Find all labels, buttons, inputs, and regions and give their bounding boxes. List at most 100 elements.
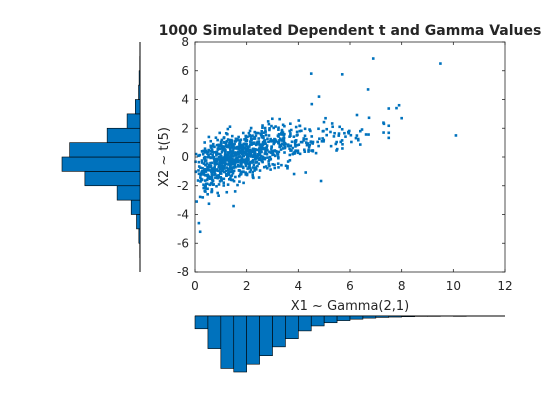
x-histogram-bars xyxy=(194,315,467,373)
scatter-point xyxy=(244,137,248,141)
scatter-point xyxy=(248,133,251,137)
scatter-point xyxy=(203,141,206,144)
y-histogram-bar xyxy=(106,127,141,143)
scatter-point xyxy=(252,142,255,146)
scatter-point xyxy=(208,183,212,186)
scatter-point xyxy=(247,145,250,149)
x-histogram-bar xyxy=(336,315,351,321)
scatter-point xyxy=(210,148,214,152)
scatter-point xyxy=(270,145,273,149)
scatter-point xyxy=(233,140,237,143)
scatter-point xyxy=(230,162,234,166)
scatter-point xyxy=(261,157,265,161)
scatter-point xyxy=(220,150,224,154)
scatter-point xyxy=(204,163,207,167)
scatter-point xyxy=(202,173,205,176)
y-tick-label: 0 xyxy=(181,150,189,164)
scatter-point xyxy=(325,133,328,137)
scatter-point xyxy=(204,159,208,162)
scatter-point xyxy=(210,173,214,177)
scatter-point xyxy=(223,167,226,170)
scatter-point xyxy=(238,159,241,162)
y-histogram-bar xyxy=(126,113,141,129)
scatter-point xyxy=(241,131,245,135)
scatter-point xyxy=(228,170,231,174)
scatter-point xyxy=(246,167,249,170)
scatter-point xyxy=(279,148,283,151)
scatter-point xyxy=(219,159,223,162)
scatter-point xyxy=(218,167,222,171)
scatter-point xyxy=(293,142,297,146)
scatter-point xyxy=(211,142,215,146)
scatter-point xyxy=(250,143,253,146)
scatter-point xyxy=(267,160,270,163)
scatter-point xyxy=(322,140,325,143)
scatter-point xyxy=(278,143,282,147)
scatter-point xyxy=(264,165,268,168)
y-histogram-bar xyxy=(138,228,141,244)
scatter-point xyxy=(263,152,267,155)
scatter-point xyxy=(289,132,292,135)
scatter-point xyxy=(355,113,359,117)
scatter-point xyxy=(286,165,289,168)
scatter-point xyxy=(249,137,253,141)
scatter-point xyxy=(201,166,204,170)
scatter-point xyxy=(272,126,276,130)
scatter-point xyxy=(245,142,248,146)
scatter-point xyxy=(283,145,287,149)
scatter-point xyxy=(209,156,212,160)
scatter-point xyxy=(223,157,227,161)
scatter-point xyxy=(439,62,442,65)
scatter-point xyxy=(249,135,253,138)
x-tick-label: 0 xyxy=(191,279,199,293)
scatter-point xyxy=(339,140,343,144)
scatter-point xyxy=(255,154,258,158)
scatter-point xyxy=(307,150,310,153)
scatter-point xyxy=(237,155,241,159)
scatter-point xyxy=(261,124,264,127)
scatter-point xyxy=(267,158,271,162)
scatter-point xyxy=(272,142,276,146)
scatter-point xyxy=(206,187,209,191)
scatter-point xyxy=(204,179,207,182)
scatter-point xyxy=(207,154,210,157)
scatter-point xyxy=(205,168,208,172)
x-histogram-bar xyxy=(349,315,364,320)
scatter-point xyxy=(235,156,239,159)
scatter-point xyxy=(288,153,292,157)
scatter-point xyxy=(210,172,214,176)
scatter-point xyxy=(267,134,271,137)
scatter-point xyxy=(220,177,223,180)
scatter-point xyxy=(367,116,371,120)
scatter-point xyxy=(236,160,240,164)
scatter-point xyxy=(228,151,232,154)
scatter-point xyxy=(197,160,201,164)
scatter-point xyxy=(271,139,275,142)
scatter-point xyxy=(206,192,209,196)
scatter-point xyxy=(305,143,309,147)
scatter-point xyxy=(253,130,257,134)
scatter-point xyxy=(260,159,264,163)
y-ticks: -8 -6 -4 -2 0 2 4 6 8 xyxy=(177,35,505,279)
scatter-point xyxy=(208,177,212,180)
scatter-point xyxy=(204,182,208,186)
scatter-point xyxy=(278,145,281,149)
scatter-point xyxy=(283,151,286,154)
scatter-point xyxy=(215,153,218,157)
scatter-point xyxy=(400,116,403,120)
x-histogram-bar xyxy=(285,315,299,339)
scatter-point xyxy=(194,170,198,174)
scatter-point xyxy=(223,155,226,159)
scatter-point xyxy=(317,144,320,148)
scatter-point xyxy=(227,177,231,181)
y-histogram-bar xyxy=(138,84,141,100)
scatter-point xyxy=(252,163,256,167)
scatter-point xyxy=(218,147,222,151)
scatter-point xyxy=(248,161,252,165)
scatter-point xyxy=(207,168,211,172)
scatter-point xyxy=(206,165,210,168)
scatter-point xyxy=(203,156,207,160)
scatter-point xyxy=(322,120,326,124)
scatter-point xyxy=(360,128,364,131)
scatter-point xyxy=(290,140,294,144)
